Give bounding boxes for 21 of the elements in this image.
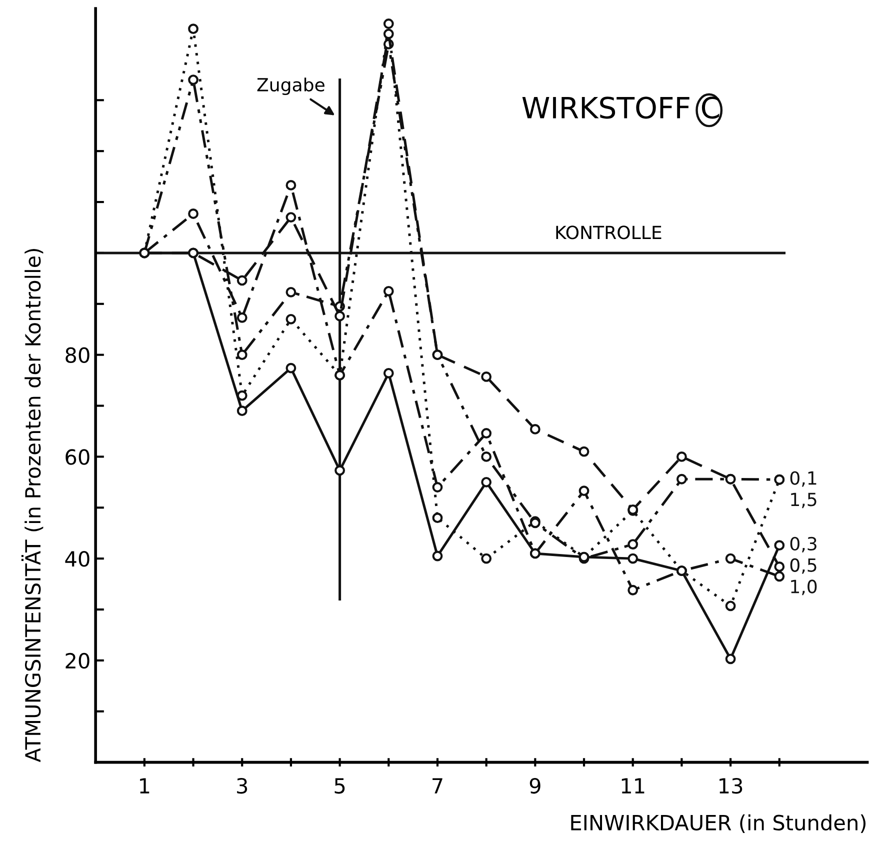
x-tick-label: 3 bbox=[237, 778, 248, 794]
x-axis-title: EINWIRKDAUER (in Stunden) bbox=[571, 814, 866, 833]
y-tick-label: 40 bbox=[65, 551, 90, 567]
text: WIRKSTOFF C bbox=[522, 96, 720, 119]
x-tick-label: 11 bbox=[622, 778, 644, 794]
y-tick-label: 60 bbox=[66, 449, 90, 465]
x-tick-label: 13 bbox=[720, 778, 742, 794]
x-tick-label: 9 bbox=[530, 778, 540, 794]
ref-line-label: KONTROLLE bbox=[556, 226, 662, 240]
series-label: 1,0 bbox=[791, 580, 817, 596]
x-tick-label: 7 bbox=[432, 778, 442, 794]
series-label: 0,1 bbox=[790, 471, 816, 487]
series-label: 1,5 bbox=[791, 492, 816, 508]
y-tick-label: 80 bbox=[66, 347, 90, 364]
series-label: 0,3 bbox=[790, 536, 816, 552]
series-label: 0,5 bbox=[790, 558, 816, 574]
y-axis-title: ATMUNGSINTENSITÄT (in Prozenten der Kontrolle) bbox=[21, 249, 44, 762]
x-tick-label: 5 bbox=[334, 778, 345, 794]
ref-line-label: Zugabe bbox=[257, 78, 324, 96]
y-tick-label: 20 bbox=[66, 652, 90, 669]
x-tick-label: 1 bbox=[140, 778, 150, 794]
